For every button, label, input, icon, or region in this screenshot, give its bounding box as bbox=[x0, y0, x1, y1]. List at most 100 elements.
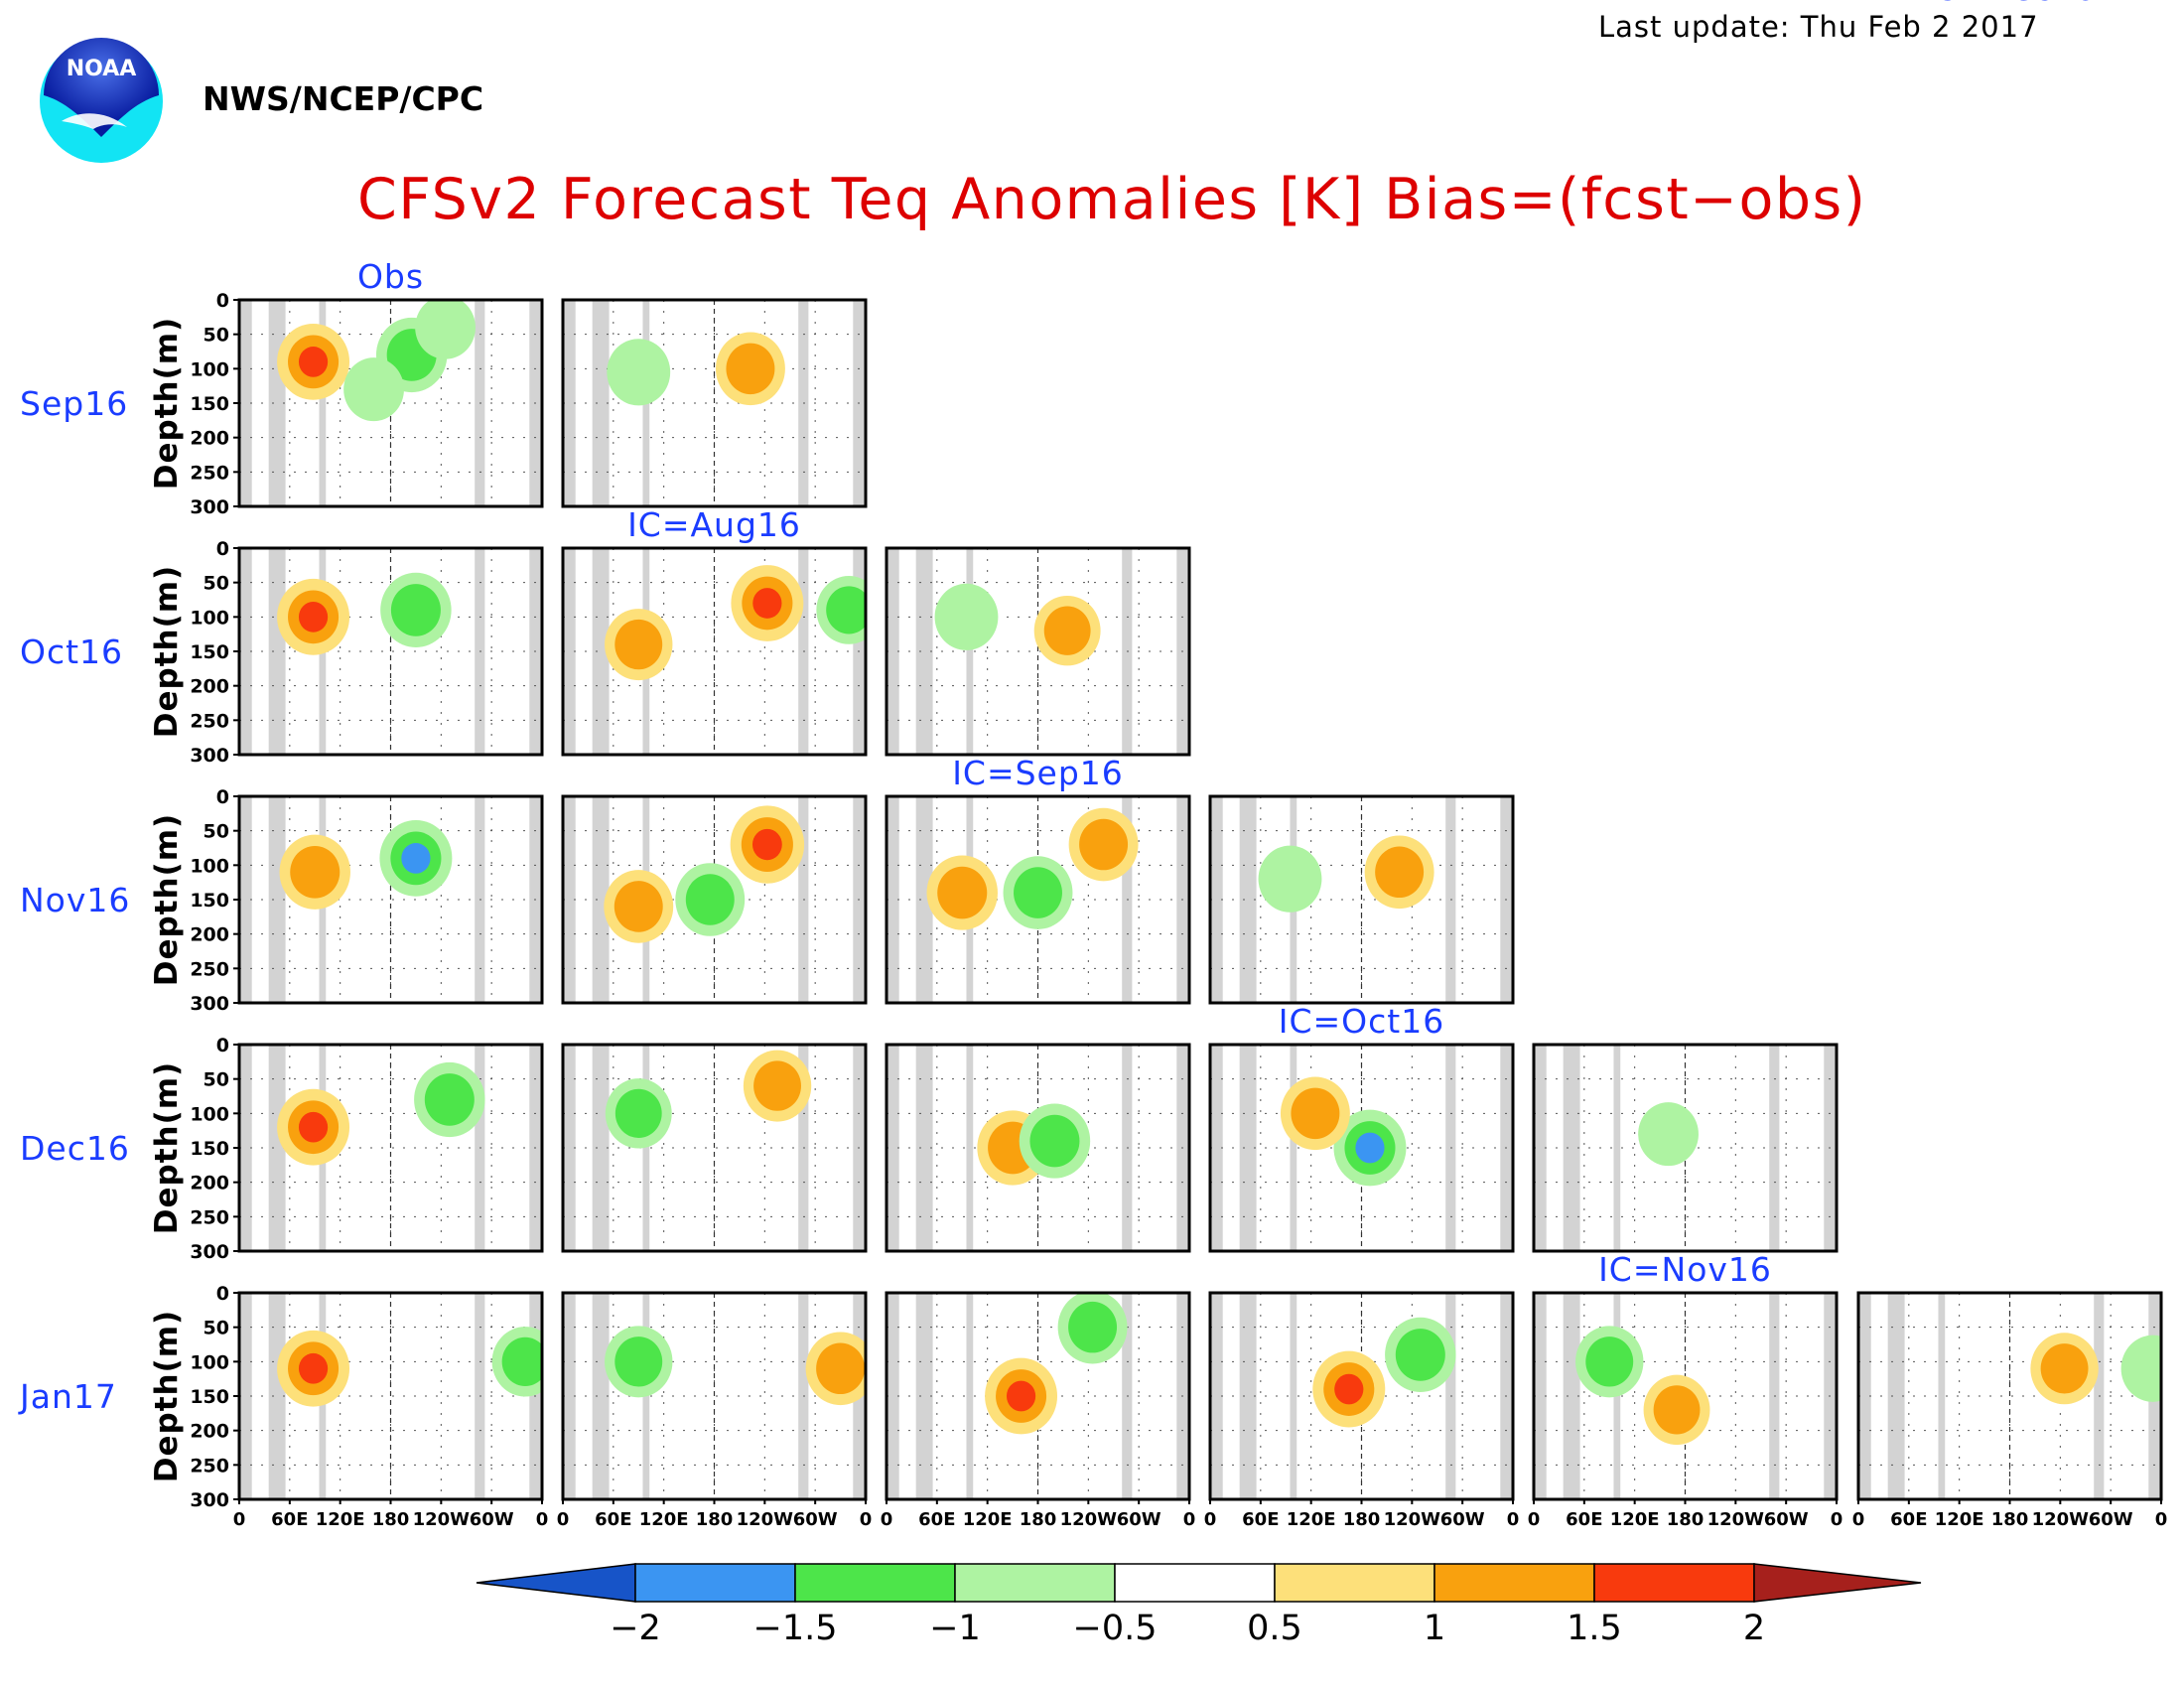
panel-frame bbox=[885, 1043, 1191, 1253]
anomaly-blob bbox=[1068, 1301, 1118, 1353]
panel bbox=[885, 546, 1191, 757]
y-tick-label: 100 bbox=[190, 1103, 229, 1125]
x-tick-label: 0 bbox=[2155, 1509, 2168, 1530]
land-band bbox=[966, 1045, 974, 1251]
y-axis-label: Depth(m) bbox=[149, 1310, 185, 1482]
land-band bbox=[966, 548, 974, 755]
land-band bbox=[1563, 1045, 1580, 1251]
y-tick-label: 50 bbox=[204, 821, 229, 843]
x-tick-label: 120E bbox=[316, 1509, 365, 1530]
land-band bbox=[1290, 1045, 1297, 1251]
panel: 0 60E 120E 180 120W 60W 0 bbox=[557, 1291, 872, 1530]
anomaly-blob bbox=[1006, 1380, 1036, 1412]
column-header: Obs bbox=[357, 257, 424, 296]
land-band bbox=[1290, 1293, 1297, 1499]
x-tick-label: 0 bbox=[1507, 1509, 1520, 1530]
land-band bbox=[1239, 1045, 1257, 1251]
x-tick-label: 120E bbox=[1935, 1509, 1984, 1530]
anomaly-blob bbox=[343, 357, 404, 422]
land-band bbox=[1239, 1293, 1257, 1499]
anomaly-blob bbox=[1258, 845, 1322, 913]
panel bbox=[561, 298, 868, 508]
anomaly-blob bbox=[753, 1060, 801, 1111]
x-tick-label: 60E bbox=[918, 1509, 955, 1530]
colorbar-segment bbox=[794, 1563, 956, 1603]
anomaly-blob bbox=[726, 343, 775, 395]
panel bbox=[561, 794, 868, 1005]
y-tick-label: 300 bbox=[190, 993, 229, 1015]
y-tick-label: 300 bbox=[190, 1489, 229, 1511]
x-tick-label: 0 bbox=[1183, 1509, 1196, 1530]
land-band bbox=[1210, 1045, 1223, 1251]
anomaly-blob bbox=[1638, 1102, 1699, 1167]
y-tick-label: 0 bbox=[216, 786, 229, 808]
x-tick-label: 0 bbox=[1831, 1509, 1843, 1530]
y-tick-label: 200 bbox=[190, 676, 229, 698]
y-tick-label: 250 bbox=[190, 1455, 229, 1477]
land-band bbox=[563, 796, 576, 1003]
x-tick-label: 180 bbox=[1020, 1509, 1057, 1530]
land-band bbox=[563, 1293, 576, 1499]
y-axis-label: Depth(m) bbox=[149, 565, 185, 738]
anomaly-blob bbox=[752, 588, 782, 619]
anomaly-blob bbox=[2120, 1335, 2161, 1402]
land-band bbox=[268, 1045, 286, 1251]
anomaly-blob bbox=[1334, 1373, 1364, 1405]
land-band bbox=[268, 1293, 286, 1499]
x-tick-label: 0 bbox=[1204, 1509, 1217, 1530]
y-tick-label: 150 bbox=[190, 1138, 229, 1160]
land-band bbox=[563, 300, 576, 506]
panel-frame bbox=[561, 546, 868, 757]
y-tick-label: 50 bbox=[204, 1069, 229, 1091]
y-tick-label: 300 bbox=[190, 745, 229, 767]
land-band bbox=[915, 1045, 933, 1251]
column-header: IC=Aug16 bbox=[627, 505, 801, 544]
land-band bbox=[887, 548, 899, 755]
land-band bbox=[915, 548, 933, 755]
land-band bbox=[1613, 1045, 1621, 1251]
colorbar: −2 −1.5 −1 −0.5 0.5 1 1.5 2 bbox=[476, 1563, 1922, 1648]
colorbar-label: 0.5 bbox=[1247, 1609, 1302, 1648]
panel bbox=[1532, 1043, 1839, 1253]
panel-frame bbox=[885, 546, 1191, 757]
chart-title: CFSv2 Forecast Teq Anomalies [K] Bias=(f… bbox=[357, 167, 1867, 232]
panel-frame bbox=[561, 298, 868, 508]
y-tick-label: 0 bbox=[216, 538, 229, 560]
colorbar-segment bbox=[954, 1563, 1116, 1603]
anomaly-blob bbox=[290, 845, 341, 899]
anomaly-blob bbox=[1585, 1336, 1634, 1387]
x-tick-label: 120W bbox=[1060, 1509, 1118, 1530]
x-tick-label: 120E bbox=[1610, 1509, 1660, 1530]
x-tick-label: 120E bbox=[639, 1509, 689, 1530]
x-tick-label: 120W bbox=[413, 1509, 471, 1530]
x-tick-label: 120W bbox=[737, 1509, 794, 1530]
land-band bbox=[592, 548, 610, 755]
y-tick-label: 250 bbox=[190, 462, 229, 484]
colorbar-label: −1 bbox=[929, 1609, 981, 1648]
y-tick-label: 150 bbox=[190, 393, 229, 415]
anomaly-blob bbox=[1355, 1132, 1385, 1164]
x-tick-label: 120E bbox=[963, 1509, 1013, 1530]
y-tick-label: 300 bbox=[190, 496, 229, 518]
land-band bbox=[642, 1045, 650, 1251]
y-tick-label: 200 bbox=[190, 924, 229, 946]
anomaly-blob bbox=[298, 601, 329, 633]
anomaly-blob bbox=[934, 583, 999, 650]
x-tick-label: 120W bbox=[1384, 1509, 1441, 1530]
panel-frame bbox=[1208, 1043, 1515, 1253]
y-axis-label: Depth(m) bbox=[149, 1061, 185, 1234]
x-tick-label: 180 bbox=[372, 1509, 410, 1530]
panel bbox=[1208, 794, 1515, 1005]
colorbar-label: 1.5 bbox=[1567, 1609, 1622, 1648]
x-tick-label: 60W bbox=[1117, 1509, 1161, 1530]
row-label: Sep16 bbox=[20, 384, 128, 423]
organization-label: NWS/NCEP/CPC bbox=[203, 79, 484, 118]
anomaly-blob bbox=[415, 300, 476, 359]
anomaly-blob bbox=[1291, 1087, 1340, 1140]
panel bbox=[885, 794, 1191, 1005]
colorbar-label: −2 bbox=[610, 1609, 661, 1648]
anomaly-blob bbox=[2040, 1343, 2089, 1394]
column-header: IC=Sep16 bbox=[952, 754, 1124, 792]
x-tick-label: 0 bbox=[1528, 1509, 1541, 1530]
land-band bbox=[1210, 1293, 1223, 1499]
